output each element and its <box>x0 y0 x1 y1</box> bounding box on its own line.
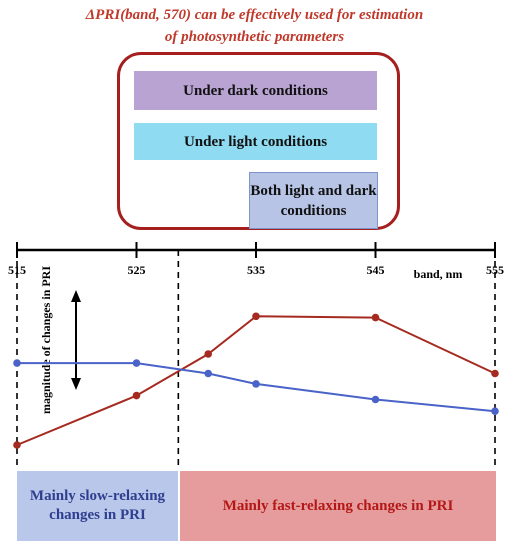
light-conditions-label: Under light conditions <box>183 133 328 150</box>
dark-conditions-box: Under dark conditions <box>134 71 377 110</box>
x-tick-label: 555 <box>486 263 504 277</box>
x-axis-title: band, nm <box>414 267 463 281</box>
light-conditions-box: Under light conditions <box>134 123 377 160</box>
series-point-1 <box>13 441 21 449</box>
x-tick-label: 535 <box>247 263 265 277</box>
fast-relaxing-region: Mainly fast-relaxing changes in PRI <box>180 471 496 541</box>
y-axis-title: magnitude of changes in PRI <box>39 266 53 414</box>
x-tick-label: 515 <box>8 263 26 277</box>
dark-conditions-label: Under dark conditions <box>183 82 328 99</box>
magnitude-arrow-head-down <box>71 378 81 390</box>
series-point-1 <box>371 313 380 322</box>
x-tick-label: 525 <box>128 263 146 277</box>
series-point-1 <box>491 369 499 378</box>
fast-relaxing-label: Mainly fast-relaxing changes in PRI <box>222 497 454 514</box>
series-point-1 <box>252 312 260 321</box>
series-point-2 <box>132 359 141 367</box>
magnitude-arrow-head-up <box>71 290 81 302</box>
slow-relaxing-region: Mainly slow-relaxing changes in PRI <box>17 471 178 541</box>
series-point-1 <box>132 391 141 400</box>
slow-relaxing-label: Mainly slow-relaxing changes in PRI <box>29 488 166 523</box>
series-point-2 <box>252 380 260 388</box>
x-tick-label: 545 <box>367 263 385 277</box>
series-point-2 <box>371 395 380 404</box>
diagram-title: ΔPRI(band, 570) can be effectively used … <box>0 4 509 48</box>
series-point-2 <box>204 369 212 378</box>
title-line-2: of photosynthetic parameters <box>164 29 345 45</box>
series-point-2 <box>13 359 21 367</box>
series-line-2 <box>17 362 496 413</box>
series-line-1 <box>16 315 496 446</box>
series-point-1 <box>204 350 212 358</box>
both-conditions-label: Both light and dark conditions <box>250 182 377 219</box>
both-conditions-box: Both light and dark conditions <box>249 172 378 229</box>
title-line-1: ΔPRI(band, 570) can be effectively used … <box>85 7 424 23</box>
series-point-2 <box>491 407 499 416</box>
